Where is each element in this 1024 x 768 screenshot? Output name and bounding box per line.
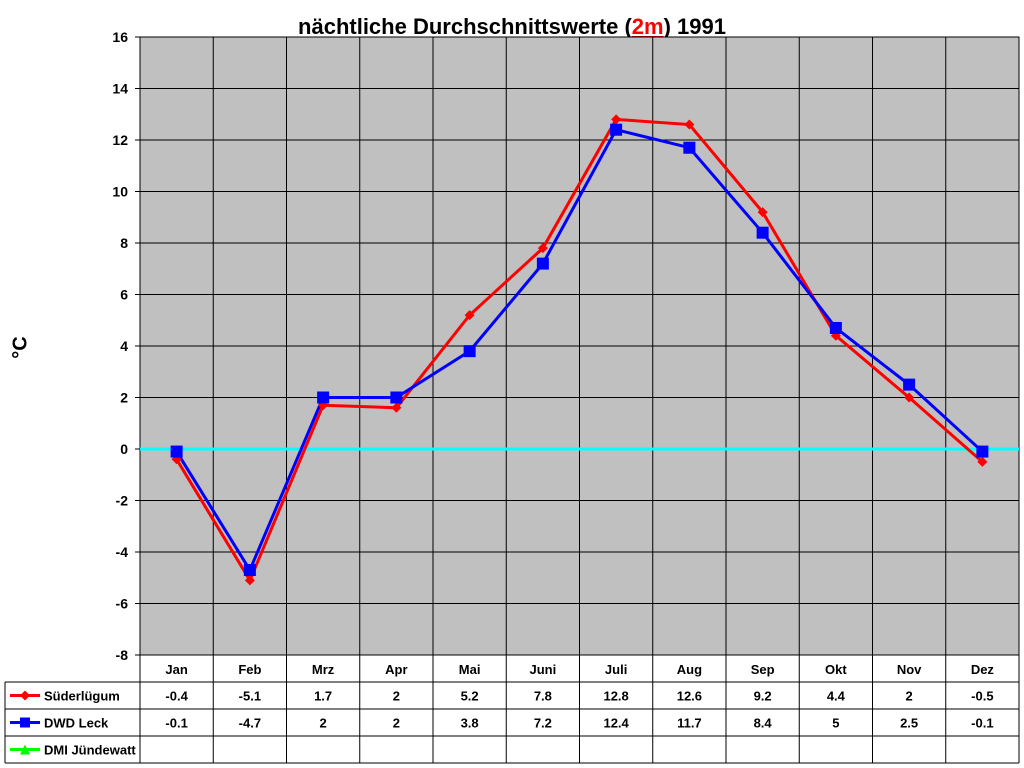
- table-cell-value: 5.2: [461, 689, 479, 704]
- table-cell-value: 7.8: [534, 689, 552, 704]
- data-point: [536, 257, 549, 270]
- category-label: Juli: [605, 662, 627, 677]
- data-point: [537, 243, 548, 254]
- data-point: [244, 575, 255, 586]
- table-cell-value: -0.1: [971, 716, 993, 731]
- table-cell-value: 4.4: [827, 689, 846, 704]
- data-point: [170, 445, 183, 458]
- y-tick-label: 10: [112, 184, 128, 200]
- data-point: [757, 207, 768, 218]
- legend-key-marker: [20, 690, 30, 701]
- legend-label: Süderlügum: [44, 689, 120, 704]
- category-label: Okt: [825, 662, 847, 677]
- y-tick-label: 16: [112, 29, 128, 45]
- table-cell-value: 9.2: [754, 689, 772, 704]
- data-point: [829, 321, 842, 334]
- data-point: [977, 456, 988, 467]
- data-point: [610, 123, 623, 136]
- y-tick-label: -8: [116, 647, 129, 663]
- data-point: [611, 114, 622, 125]
- legend-label: DWD Leck: [44, 716, 109, 731]
- table-cell-value: -0.1: [165, 716, 187, 731]
- table-cell-value: -4.7: [239, 716, 261, 731]
- y-tick-label: 2: [120, 390, 128, 406]
- legend-key-marker: [20, 717, 30, 728]
- legend-label: DMI Jündewatt: [44, 743, 136, 758]
- category-label: Nov: [897, 662, 922, 677]
- title-part-3: ) 1991: [663, 14, 726, 39]
- table-cell-value: 12.4: [603, 716, 629, 731]
- table-cell-value: 2: [393, 716, 400, 731]
- table-cell-value: 2: [906, 689, 913, 704]
- table-cell-value: -5.1: [239, 689, 261, 704]
- data-point: [317, 391, 330, 404]
- category-label: Mai: [459, 662, 481, 677]
- data-point: [904, 392, 915, 403]
- series-line: [175, 117, 984, 584]
- table-cell-value: 8.4: [754, 716, 773, 731]
- chart-title: nächtliche Durchschnittswerte (2m) 1991: [0, 14, 1024, 40]
- data-point: [903, 378, 916, 391]
- table-cell-value: 1.7: [314, 689, 332, 704]
- category-label: Dez: [971, 662, 995, 677]
- table-cell-value: 3.8: [461, 716, 479, 731]
- table-cell-value: 11.7: [677, 716, 702, 731]
- y-tick-label: 6: [120, 287, 128, 303]
- category-label: Feb: [238, 662, 261, 677]
- data-point: [756, 226, 769, 239]
- category-label: Sep: [751, 662, 775, 677]
- data-point: [391, 402, 402, 413]
- y-tick-label: 4: [120, 338, 128, 354]
- title-part-1: nächtliche Durchschnittswerte (: [298, 14, 632, 39]
- table-cell-value: 12.8: [603, 689, 628, 704]
- table-cell-value: 5: [832, 716, 839, 731]
- table-cell-value: -0.4: [165, 689, 188, 704]
- series-line: [175, 127, 984, 574]
- data-point: [684, 119, 695, 130]
- data-point: [390, 391, 403, 404]
- data-point: [683, 141, 696, 154]
- category-label: Jan: [165, 662, 187, 677]
- category-label: Apr: [385, 662, 407, 677]
- legend-key-marker: [20, 744, 30, 755]
- data-point: [976, 445, 989, 458]
- category-label: Aug: [677, 662, 702, 677]
- table-cell-value: 2: [320, 716, 327, 731]
- table-cell-value: 12.6: [677, 689, 702, 704]
- table-cell-value: 2.5: [900, 716, 918, 731]
- table-cell-value: 2: [393, 689, 400, 704]
- title-highlight: 2m: [631, 14, 664, 39]
- data-point: [464, 310, 475, 321]
- data-point: [463, 345, 476, 358]
- y-tick-label: -2: [116, 493, 129, 509]
- y-tick-label: 14: [112, 81, 128, 97]
- category-label: Juni: [530, 662, 557, 677]
- y-tick-label: 12: [112, 132, 128, 148]
- table-cell-value: -0.5: [971, 689, 993, 704]
- y-tick-label: 0: [120, 441, 128, 457]
- y-tick-label: 8: [120, 235, 128, 251]
- y-tick-label: -4: [116, 544, 129, 560]
- y-tick-label: -6: [116, 596, 129, 612]
- table-cell-value: 7.2: [534, 716, 552, 731]
- category-label: Mrz: [312, 662, 335, 677]
- data-point: [243, 564, 256, 577]
